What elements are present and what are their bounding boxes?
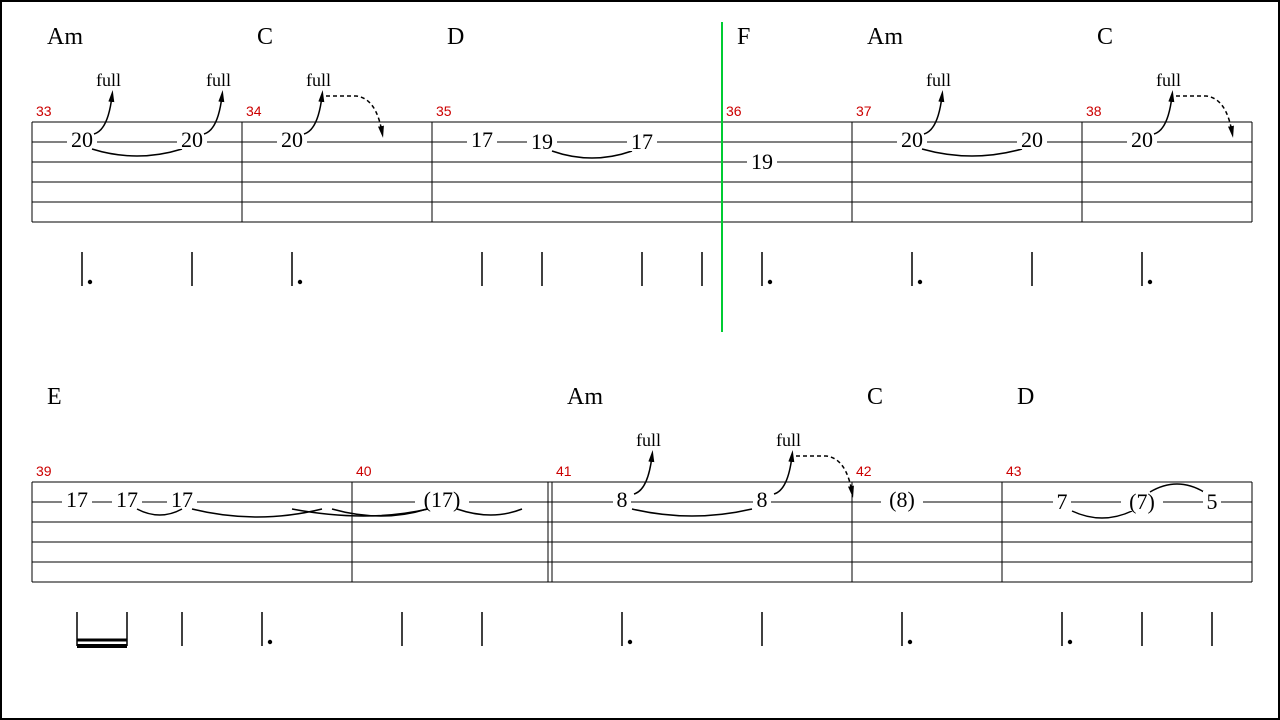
bend-label: full [1156,70,1181,90]
chord-label: E [47,384,62,410]
tie [552,151,632,158]
tie [457,509,522,515]
bend-arrow [774,456,792,494]
bar-number: 39 [36,463,52,479]
fret-number: 20 [181,127,203,152]
fret-number: 17 [471,127,493,152]
bend-release [796,456,852,492]
bend-label: full [306,70,331,90]
fret-number: 19 [751,149,773,174]
bar-number: 37 [856,103,872,119]
fret-number: 7 [1057,489,1068,514]
chord-label: F [737,24,750,50]
chord-label: C [1097,24,1113,50]
fret-number: 20 [901,127,923,152]
bar-number: 35 [436,103,452,119]
bar-number: 38 [1086,103,1102,119]
rhythm-dot [768,280,772,284]
fret-number: 8 [617,487,628,512]
bar-number: 33 [36,103,52,119]
tab-canvas: 33 Am 20 full 20 full 34 C 20 full 35 D 17 19 17 36 F 19 3… [2,2,1278,718]
fret-number: (8) [889,487,915,512]
bend-label: full [926,70,951,90]
bend-arrow [204,96,222,134]
bar-number: 41 [556,463,572,479]
bend-label: full [206,70,231,90]
slur [1150,484,1204,492]
fret-number: 17 [116,487,138,512]
chord-label: Am [567,384,603,410]
fret-number: 17 [631,129,653,154]
bend-label: full [636,430,661,450]
fret-number: 8 [757,487,768,512]
rhythm-dot [908,640,912,644]
bar-number: 43 [1006,463,1022,479]
bend-release [326,96,382,132]
tie [92,149,182,156]
fret-number: 20 [1131,127,1153,152]
chord-label: D [1017,384,1034,410]
fret-number: 17 [66,487,88,512]
rhythm-dot [88,280,92,284]
fret-number: (17) [424,487,461,512]
tie [922,149,1022,156]
rhythm-dot [298,280,302,284]
fret-number: (7) [1129,489,1155,514]
rhythm-dot [1068,640,1072,644]
bend-label: full [96,70,121,90]
bend-arrow [304,96,322,134]
bar-number: 42 [856,463,872,479]
tie [1072,511,1132,518]
rhythm-dot [1148,280,1152,284]
chord-label: C [867,384,883,410]
bend-arrow [634,456,652,494]
rhythm-dot [628,640,632,644]
fret-number: 20 [71,127,93,152]
bar-number: 40 [356,463,372,479]
rhythm-dot [268,640,272,644]
fret-number: 5 [1207,489,1218,514]
bar-number: 34 [246,103,262,119]
fret-number: 17 [171,487,193,512]
chord-label: Am [47,24,83,50]
chord-label: Am [867,24,903,50]
bend-arrow [924,96,942,134]
tab-page: 33 Am 20 full 20 full 34 C 20 full 35 D 17 19 17 36 F 19 3… [0,0,1280,720]
tie [632,509,752,516]
rhythm-dot [918,280,922,284]
bend-release [1176,96,1232,132]
bar-number: 36 [726,103,742,119]
fret-number: 20 [281,127,303,152]
bend-arrow [1154,96,1172,134]
chord-label: D [447,24,464,50]
fret-number: 20 [1021,127,1043,152]
bend-label: full [776,430,801,450]
bend-arrow [94,96,112,134]
fret-number: 19 [531,129,553,154]
chord-label: C [257,24,273,50]
